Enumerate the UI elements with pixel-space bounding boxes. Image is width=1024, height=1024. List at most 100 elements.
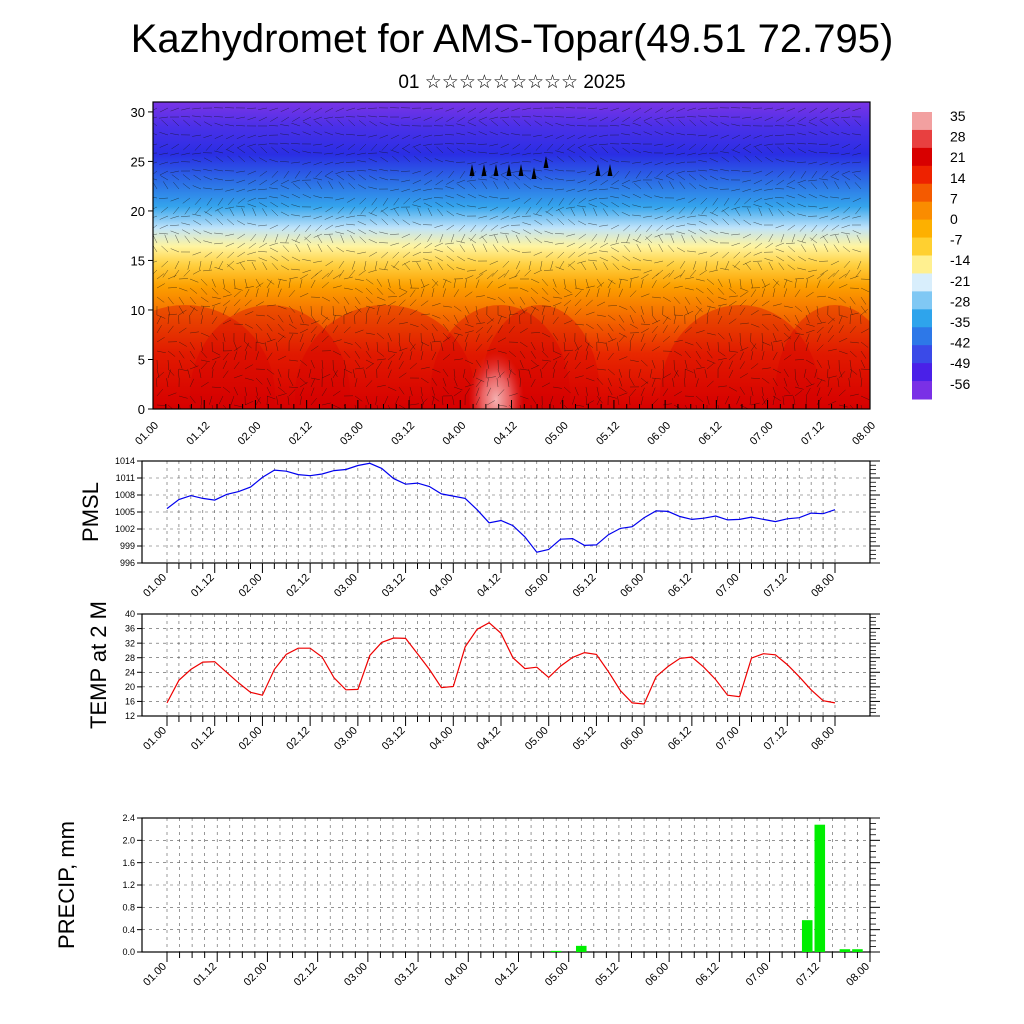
wind-arrow (610, 187, 620, 190)
wind-arrow (596, 377, 604, 385)
wind-arrow (739, 347, 749, 352)
wind-arrow (357, 169, 367, 172)
wind-arrow (797, 107, 807, 113)
wind-arrow (717, 350, 726, 357)
wind-arrow (233, 287, 243, 291)
wind-arrow (350, 235, 356, 244)
wind-arrow (643, 150, 653, 154)
wind-arrow (269, 247, 279, 253)
wind-arrow (651, 346, 660, 352)
wind-arrow (808, 193, 818, 199)
wind-arrow (401, 116, 411, 119)
wind-arrow (805, 359, 814, 365)
wind-arrow (842, 174, 851, 181)
wind-arrow (354, 315, 356, 325)
temp-ytick-label: 24 (125, 667, 135, 677)
wind-arrow (797, 142, 807, 145)
wind-arrow (456, 194, 466, 199)
wind-arrow (288, 305, 296, 313)
wind-arrow (855, 206, 862, 215)
wind-arrow (445, 195, 455, 199)
wind-arrow (629, 290, 637, 298)
wind-arrow (281, 147, 290, 154)
wind-arrow (607, 395, 617, 399)
wind-arrow (354, 395, 363, 402)
wind-arrow (706, 363, 715, 370)
wind-arrow (387, 287, 395, 295)
wind-arrow (709, 115, 719, 118)
wind-arrow (420, 386, 423, 396)
wind-arrow (742, 170, 752, 173)
wind-arrow (640, 328, 649, 334)
wind-arrow (357, 215, 367, 217)
wind-arrow (563, 300, 572, 307)
wind-arrow (827, 314, 835, 322)
wind-arrow (745, 262, 752, 271)
wind-arrow (555, 122, 565, 127)
wind-arrow (192, 169, 202, 172)
temp-ytick-label: 20 (125, 682, 135, 692)
wind-arrow (808, 161, 818, 165)
wind-arrow (266, 395, 276, 400)
wind-arrow (153, 133, 158, 136)
wind-arrow (820, 233, 829, 239)
wind-arrow (838, 296, 846, 304)
wind-arrow (821, 224, 829, 232)
wind-arrow (244, 377, 254, 381)
wind-arrow (593, 207, 598, 217)
wind-arrow (266, 386, 272, 396)
wind-arrow (797, 179, 807, 184)
wind-arrow (508, 359, 511, 369)
wind-arrow (860, 404, 863, 409)
wind-arrow (655, 120, 664, 127)
wind-arrow (324, 161, 334, 166)
wind-arrow (676, 231, 686, 235)
wind-arrow (585, 395, 588, 405)
wind-arrow (390, 149, 400, 154)
wind-arrow (611, 247, 620, 253)
wind-arrow (266, 314, 275, 321)
wind-arrow (175, 234, 180, 244)
wind-arrow (327, 244, 334, 253)
wind-arrow (816, 305, 819, 315)
wind-arrow (599, 224, 609, 227)
wind-arrow (381, 209, 389, 217)
pmsl-xtick-label: 03.12 (380, 572, 408, 600)
wind-arrow (200, 332, 210, 337)
temp-xtick-label: 01.00 (141, 725, 169, 753)
wind-arrow (803, 368, 807, 378)
wind-arrow (739, 341, 743, 351)
wind-arrow (757, 261, 763, 271)
wind-arrow (687, 223, 697, 226)
wind-arrow (456, 123, 466, 127)
wind-arrow (331, 378, 334, 388)
wind-arrow (387, 306, 391, 316)
wind-arrow (552, 287, 560, 295)
wind-arrow (244, 401, 254, 406)
wind-arrow (321, 316, 328, 325)
wind-arrow (266, 323, 273, 332)
wind-arrow (332, 315, 336, 325)
wind-arrow (343, 359, 347, 369)
wind-arrow (750, 289, 757, 298)
wind-arrow (343, 369, 345, 379)
wind-arrow (435, 179, 444, 186)
wind-arrow (258, 188, 268, 191)
wind-arrow (640, 387, 645, 397)
wind-arrow (192, 115, 202, 118)
wind-arrow (676, 107, 686, 112)
wind-arrow (258, 143, 268, 146)
wind-arrow (541, 315, 545, 325)
wind-arrow (413, 197, 422, 203)
wind-arrow (570, 207, 576, 217)
wind-arrow (849, 275, 859, 280)
wind-arrow (728, 295, 738, 298)
wind-arrow (189, 307, 196, 316)
wind-arrow (181, 229, 191, 235)
wind-arrow (368, 212, 378, 217)
wind-arrow (178, 341, 187, 347)
wind-arrow (490, 120, 499, 127)
wind-arrow (673, 315, 677, 325)
wind-arrow (717, 404, 719, 409)
